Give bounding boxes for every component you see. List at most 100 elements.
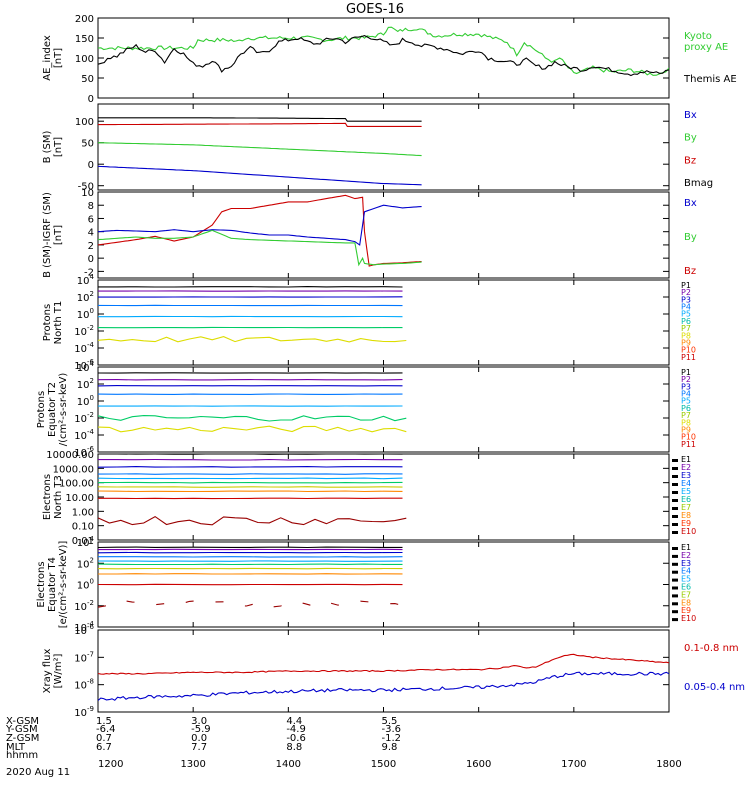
x-tick-label: 1800 <box>656 759 681 770</box>
y-axis-label: /(cm²-s-sr-keV) <box>58 373 69 447</box>
chart-title: GOES-16 <box>346 2 404 17</box>
y-tick-label: 10-4 <box>74 341 94 355</box>
y-axis-label: North T1 <box>53 301 64 345</box>
y-tick-label: 10-6 <box>74 623 94 637</box>
y-tick-label: 0 <box>88 94 94 105</box>
channel-marker <box>672 531 678 534</box>
channel-marker <box>672 610 678 613</box>
x-tick-label: 1200 <box>98 759 123 770</box>
y-tick-label: 100 <box>77 394 94 408</box>
y-tick-label: 10-7 <box>74 650 94 664</box>
panel-frame <box>98 18 669 98</box>
y-axis-label: Electrons <box>36 561 47 607</box>
series-bz <box>98 123 422 126</box>
series-e10 <box>98 517 406 525</box>
y-axis-label: Protons <box>42 304 53 341</box>
y-tick-label: 4 <box>88 228 94 239</box>
series-by <box>98 230 422 264</box>
series-group <box>98 654 669 700</box>
series-p6 <box>98 416 406 421</box>
y-axis-label: [e/(cm²-s-sr-keV)] <box>58 541 69 629</box>
y-tick-label: 102 <box>77 290 94 304</box>
channel-marker <box>672 507 678 510</box>
footer-value: 6.7 <box>96 742 112 753</box>
y-tick-label: 8 <box>88 201 94 212</box>
series-e2 <box>98 460 403 461</box>
channel-marker <box>672 587 678 590</box>
y-tick-label: 0 <box>88 254 94 265</box>
series-group <box>98 454 406 525</box>
y-tick-label: 10000.00 <box>46 450 94 461</box>
legend-item: Kyoto <box>684 31 712 42</box>
y-axis-label: B (SM)-IGRF (SM) <box>42 192 53 278</box>
y-tick-label: 2 <box>88 241 94 252</box>
series-e3 <box>98 467 403 468</box>
x-tick-label: 1500 <box>371 759 396 770</box>
y-axis-label: Protons <box>36 391 47 428</box>
series-p8 <box>98 337 406 342</box>
y-axis-label: North T3 <box>53 475 64 519</box>
y-tick-label: 1000.00 <box>53 464 94 475</box>
series-group <box>98 118 422 185</box>
y-tick-label: 10-9 <box>74 705 94 719</box>
legend-item: Bmag <box>684 178 713 189</box>
legend-item: Themis AE <box>683 74 737 85</box>
legend-channel: E10 <box>681 527 696 536</box>
channel-marker <box>672 563 678 566</box>
y-tick-label: 100 <box>77 578 94 592</box>
legend-item: Bz <box>684 266 696 277</box>
panel-frame <box>98 104 669 190</box>
footer-value: 7.7 <box>191 742 207 753</box>
series-bx <box>98 205 422 245</box>
footer-label: hhmm <box>6 750 38 761</box>
y-tick-label: 0.10 <box>72 522 94 533</box>
x-tick-label: 1400 <box>276 759 301 770</box>
y-axis-label: Electrons <box>42 474 53 520</box>
legend-item: Bz <box>684 155 696 166</box>
y-tick-label: 104 <box>77 273 95 287</box>
channel-marker <box>672 571 678 574</box>
legend-item: 0.1-0.8 nm <box>684 643 739 654</box>
y-tick-label: 100 <box>75 54 94 65</box>
y-axis-label: [nT] <box>53 48 64 68</box>
y-tick-label: 1.00 <box>72 507 94 518</box>
series-bmag <box>98 118 422 121</box>
y-tick-label: 10.00 <box>65 493 94 504</box>
series-e6 <box>98 482 403 483</box>
series-e8 <box>98 491 403 492</box>
y-axis-label: [nT] <box>53 225 64 245</box>
y-axis-label: Xray flux <box>42 649 53 694</box>
legend-channel: E10 <box>681 614 696 623</box>
y-axis-label: Equator T4 <box>47 557 58 612</box>
footer-date: 2020 Aug 11 <box>6 767 70 778</box>
y-tick-label: 10-2 <box>74 599 94 613</box>
y-tick-label: 10-2 <box>74 411 94 425</box>
y-tick-label: 50 <box>81 139 94 150</box>
y-tick-label: 50 <box>81 74 94 85</box>
y-tick-label: 0 <box>88 160 94 171</box>
y-tick-label: 104 <box>77 360 95 374</box>
channel-marker <box>672 459 678 462</box>
channel-marker <box>672 523 678 526</box>
y-axis-label: AE_index <box>42 35 53 81</box>
y-tick-label: 10 <box>81 188 94 199</box>
y-tick-label: 100 <box>77 307 94 321</box>
y-tick-label: 100 <box>75 117 94 128</box>
legend-item: By <box>684 232 697 243</box>
series-group <box>98 373 406 432</box>
channel-marker <box>672 467 678 470</box>
legend-item: 0.05-0.4 nm <box>684 682 745 693</box>
channel-marker <box>672 579 678 582</box>
series-bx <box>98 166 422 185</box>
x-tick-label: 1600 <box>466 759 491 770</box>
y-tick-label: 102 <box>77 377 94 391</box>
footer-value: 8.8 <box>286 742 302 753</box>
series-group <box>98 287 406 342</box>
